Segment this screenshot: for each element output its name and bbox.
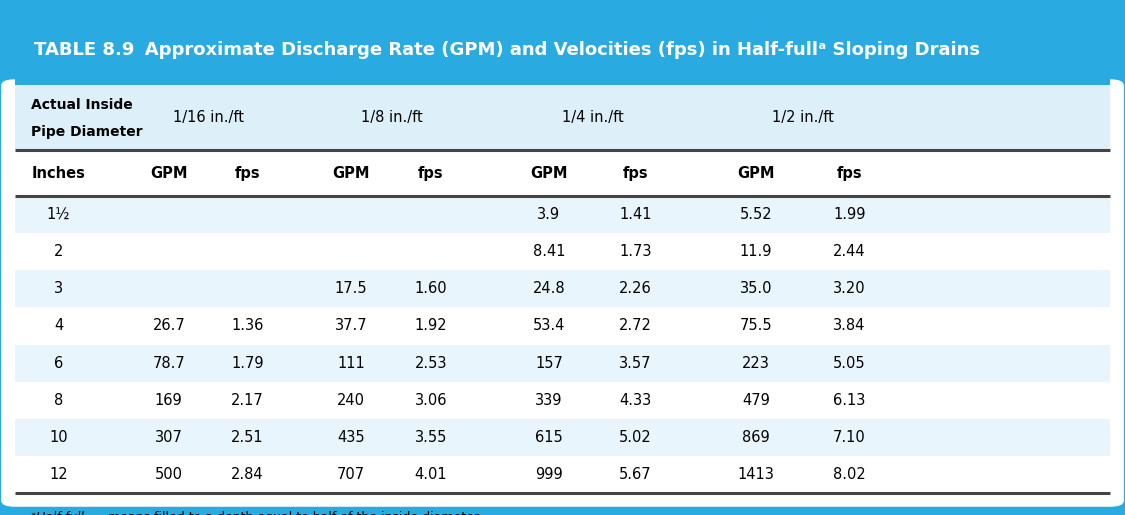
Text: 1.73: 1.73: [620, 244, 651, 260]
Text: 8.02: 8.02: [832, 467, 866, 482]
Text: 1.60: 1.60: [414, 281, 448, 297]
Text: 2.51: 2.51: [232, 430, 263, 445]
Text: 12: 12: [50, 467, 68, 482]
Text: fps: fps: [235, 165, 260, 181]
Text: GPM: GPM: [530, 165, 568, 181]
Text: 5.52: 5.52: [740, 207, 772, 222]
Text: TABLE 8.9: TABLE 8.9: [34, 41, 134, 59]
Text: fps: fps: [623, 165, 648, 181]
Text: fps: fps: [837, 165, 862, 181]
Text: 2.53: 2.53: [415, 355, 447, 371]
Text: 78.7: 78.7: [152, 355, 186, 371]
Text: ᵃHalf full: ᵃHalf full: [32, 511, 84, 515]
Text: 169: 169: [155, 392, 182, 408]
Text: GPM: GPM: [332, 165, 370, 181]
Text: 479: 479: [742, 392, 770, 408]
Text: 2.26: 2.26: [619, 281, 652, 297]
Text: 707: 707: [338, 467, 364, 482]
Text: 3.57: 3.57: [620, 355, 651, 371]
Text: 2.72: 2.72: [619, 318, 652, 334]
Text: 10: 10: [50, 430, 68, 445]
Text: 1/8 in./ft: 1/8 in./ft: [361, 110, 422, 125]
Text: 8.41: 8.41: [533, 244, 565, 260]
Text: 6.13: 6.13: [834, 392, 865, 408]
Text: 2.84: 2.84: [232, 467, 263, 482]
Text: 3.9: 3.9: [538, 207, 560, 222]
Text: 24.8: 24.8: [533, 281, 566, 297]
Text: 2: 2: [54, 244, 63, 260]
Text: GPM: GPM: [150, 165, 188, 181]
Text: 11.9: 11.9: [740, 244, 772, 260]
Text: 1.92: 1.92: [414, 318, 448, 334]
Text: 6: 6: [54, 355, 63, 371]
Text: 1/4 in./ft: 1/4 in./ft: [562, 110, 623, 125]
Text: 5.05: 5.05: [832, 355, 866, 371]
Text: 1.41: 1.41: [620, 207, 651, 222]
Text: 3.84: 3.84: [834, 318, 865, 334]
Text: means filled to a depth equal to half of the inside diameter.: means filled to a depth equal to half of…: [104, 511, 481, 515]
Text: 157: 157: [536, 355, 562, 371]
Text: fps: fps: [418, 165, 443, 181]
Text: 1.99: 1.99: [834, 207, 865, 222]
Text: 35.0: 35.0: [740, 281, 772, 297]
Text: 17.5: 17.5: [335, 281, 367, 297]
Text: 1413: 1413: [738, 467, 774, 482]
Text: 53.4: 53.4: [533, 318, 565, 334]
Text: 26.7: 26.7: [152, 318, 186, 334]
Text: 5.67: 5.67: [619, 467, 651, 482]
Text: 3.55: 3.55: [415, 430, 447, 445]
Text: Actual Inside: Actual Inside: [32, 98, 133, 112]
Text: 2.17: 2.17: [231, 392, 264, 408]
Text: 500: 500: [155, 467, 182, 482]
Text: Approximate Discharge Rate (GPM) and Velocities (fps) in Half-fullᵃ Sloping Drai: Approximate Discharge Rate (GPM) and Vel…: [126, 41, 980, 59]
Text: 4.33: 4.33: [620, 392, 651, 408]
Text: 3.20: 3.20: [832, 281, 866, 297]
Text: 615: 615: [536, 430, 562, 445]
Text: 5.02: 5.02: [619, 430, 652, 445]
Text: 339: 339: [536, 392, 562, 408]
Text: 8: 8: [54, 392, 63, 408]
Text: 111: 111: [338, 355, 364, 371]
Text: 999: 999: [536, 467, 562, 482]
Text: 3: 3: [54, 281, 63, 297]
Text: 2.44: 2.44: [832, 244, 866, 260]
Text: GPM: GPM: [737, 165, 775, 181]
Text: 7.10: 7.10: [832, 430, 866, 445]
Text: 240: 240: [338, 392, 364, 408]
Text: 1/2 in./ft: 1/2 in./ft: [772, 110, 835, 125]
Text: 75.5: 75.5: [740, 318, 772, 334]
Text: 1/16 in./ft: 1/16 in./ft: [172, 110, 244, 125]
Text: 4.01: 4.01: [414, 467, 448, 482]
Text: 4: 4: [54, 318, 63, 334]
Text: 869: 869: [742, 430, 770, 445]
Text: 307: 307: [155, 430, 182, 445]
Text: 223: 223: [742, 355, 770, 371]
Text: Inches: Inches: [32, 165, 86, 181]
Text: 3.06: 3.06: [415, 392, 447, 408]
Text: 1.79: 1.79: [232, 355, 263, 371]
Text: 37.7: 37.7: [335, 318, 367, 334]
Text: 1.36: 1.36: [232, 318, 263, 334]
Text: 435: 435: [338, 430, 364, 445]
Text: Pipe Diameter: Pipe Diameter: [32, 125, 143, 139]
Text: 1½: 1½: [47, 207, 70, 222]
